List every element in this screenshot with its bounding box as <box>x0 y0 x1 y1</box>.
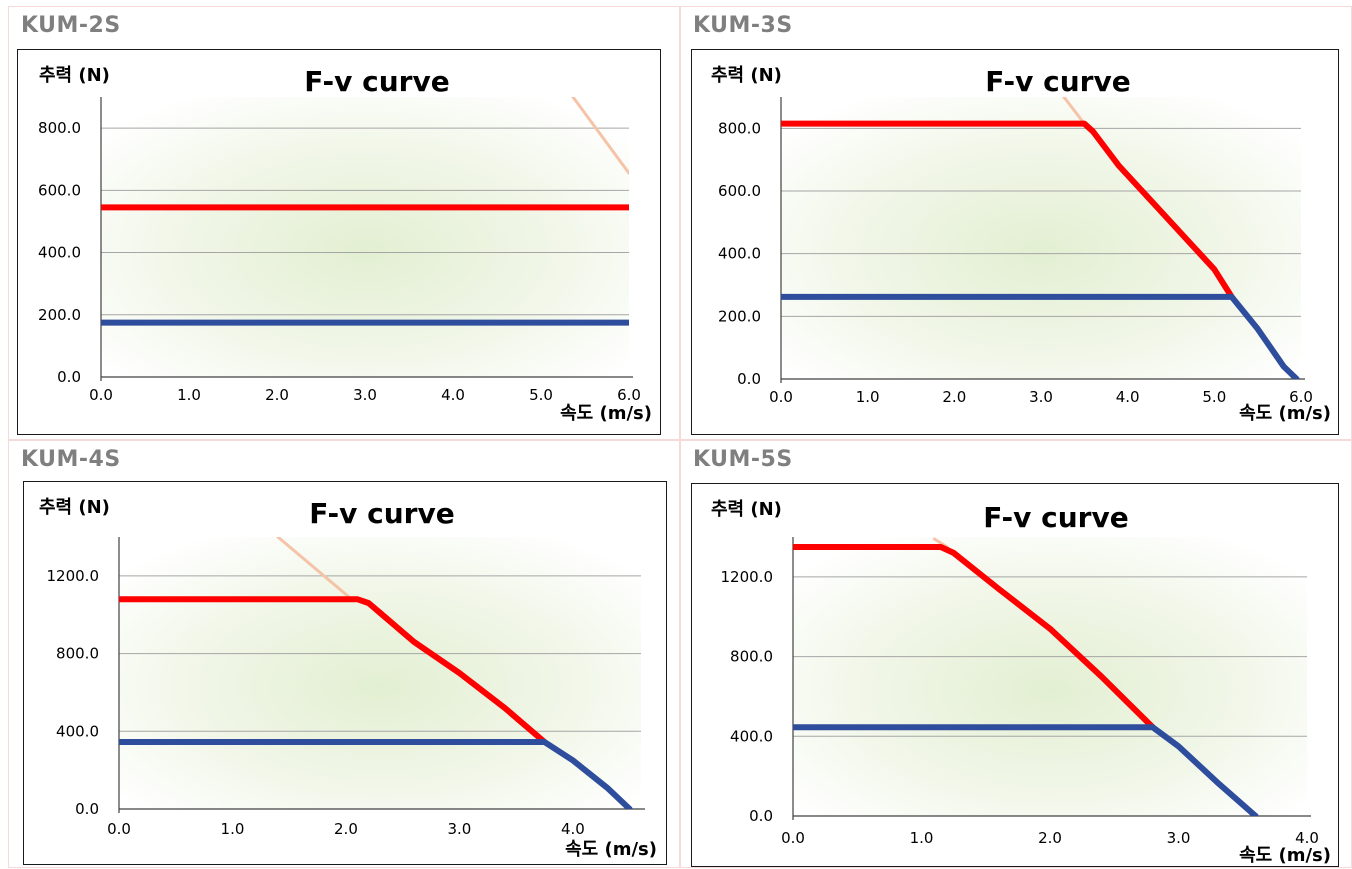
y-tick-label: 1200.0 <box>721 568 774 586</box>
x-tick-label: 4.0 <box>441 386 465 404</box>
x-tick-label: 3.0 <box>353 386 377 404</box>
y-tick-label: 400.0 <box>38 244 81 262</box>
fv-chart: 0.0 400.0 800.0 1200.0 0.0 1.0 2.0 3.0 4.0 F-v cu… <box>39 497 657 860</box>
x-tick-label: 3.0 <box>1029 388 1053 406</box>
series-line-2 <box>781 293 1300 379</box>
series-line-2 <box>793 724 1259 816</box>
x-tick-label: 0.0 <box>89 386 113 404</box>
y-tick-label: 800.0 <box>56 645 99 663</box>
plot-area <box>101 97 629 377</box>
y-tick-label: 0.0 <box>75 800 99 818</box>
x-tick-label: 0.0 <box>769 388 793 406</box>
x-tick-label: 2.0 <box>942 388 966 406</box>
chart-title: F-v curve <box>309 497 454 530</box>
y-tick-label: 400.0 <box>730 727 773 745</box>
plot-area <box>793 537 1307 816</box>
chart-title: F-v curve <box>983 501 1128 534</box>
series-line-2 <box>119 739 633 809</box>
x-axis-label: 속도 (m/s) <box>565 839 657 860</box>
chart-title: F-v curve <box>304 65 449 98</box>
chart-panel-kum-2s: KUM-2S 0.0 200.0 400.0 600.0 800.0 0.0 1.0 2.0 3… <box>8 6 680 440</box>
x-tick-label: 1.0 <box>910 829 934 847</box>
y-tick-label: 200.0 <box>718 307 761 325</box>
y-tick-label: 200.0 <box>38 306 81 324</box>
y-tick-label: 1200.0 <box>47 567 100 585</box>
y-tick-label: 0.0 <box>57 368 81 386</box>
x-tick-label: 1.0 <box>856 388 880 406</box>
y-tick-label: 800.0 <box>718 119 761 137</box>
model-label: KUM-3S <box>693 13 793 38</box>
y-axis-label: 추력 (N) <box>711 65 782 86</box>
y-tick-label: 400.0 <box>56 722 99 740</box>
x-tick-label: 3.0 <box>1167 829 1191 847</box>
y-tick-label: 400.0 <box>718 245 761 263</box>
x-axis-label: 속도 (m/s) <box>1239 845 1331 866</box>
model-label: KUM-4S <box>21 447 121 472</box>
x-tick-label: 4.0 <box>561 820 585 838</box>
x-axis-label: 속도 (m/s) <box>1239 403 1331 424</box>
x-axis-label: 속도 (m/s) <box>560 403 652 424</box>
y-tick-label: 800.0 <box>38 119 81 137</box>
chart-panel-kum-5s: KUM-5S 0.0 400.0 800.0 1200.0 0.0 1.0 2.0 3.0 4.… <box>680 440 1352 868</box>
model-label: KUM-2S <box>21 13 121 38</box>
y-tick-label: 600.0 <box>38 181 81 199</box>
series-line-1 <box>119 596 548 745</box>
x-tick-label: 4.0 <box>1116 388 1140 406</box>
x-tick-label: 1.0 <box>221 820 245 838</box>
series-group <box>101 97 629 326</box>
y-axis-label: 추력 (N) <box>39 497 110 518</box>
y-tick-label: 0.0 <box>737 370 761 388</box>
fv-chart: 0.0 200.0 400.0 600.0 800.0 0.0 1.0 2.0 3.0 4.0 5.… <box>38 65 652 424</box>
series-line-0 <box>571 97 629 175</box>
model-label: KUM-5S <box>693 447 793 472</box>
x-tick-label: 0.0 <box>107 820 131 838</box>
x-tick-label: 3.0 <box>448 820 472 838</box>
x-tick-label: 6.0 <box>617 386 641 404</box>
series-line-0 <box>1062 97 1086 126</box>
chart-title: F-v curve <box>985 65 1130 98</box>
plot-area <box>119 537 641 809</box>
y-tick-label: 0.0 <box>749 807 773 825</box>
plot-area <box>781 97 1301 379</box>
fv-chart: 0.0 200.0 400.0 600.0 800.0 0.0 1.0 2.0 3.0 4.0 5.… <box>711 65 1331 424</box>
y-tick-label: 800.0 <box>730 648 773 666</box>
series-group <box>781 97 1300 379</box>
y-axis-label: 추력 (N) <box>711 499 782 520</box>
chart-panel-kum-4s: KUM-4S 0.0 400.0 800.0 1200.0 0.0 1.0 2.0 3.0 4.… <box>8 440 680 868</box>
chart-panel-kum-3s: KUM-3S 0.0 200.0 400.0 600.0 800.0 0.0 1.0 2.0 3… <box>680 6 1352 440</box>
x-tick-label: 1.0 <box>177 386 201 404</box>
x-tick-label: 2.0 <box>1038 829 1062 847</box>
series-group <box>793 537 1259 816</box>
series-group <box>119 537 633 809</box>
series-line-1 <box>781 120 1235 300</box>
y-tick-label: 600.0 <box>718 182 761 200</box>
x-tick-label: 5.0 <box>1202 388 1226 406</box>
x-tick-label: 0.0 <box>781 829 805 847</box>
x-tick-label: 2.0 <box>265 386 289 404</box>
x-tick-label: 6.0 <box>1289 388 1313 406</box>
x-tick-label: 5.0 <box>529 386 553 404</box>
series-line-1 <box>793 544 1156 731</box>
x-tick-label: 4.0 <box>1295 829 1319 847</box>
x-tick-label: 2.0 <box>334 820 358 838</box>
fv-chart: 0.0 400.0 800.0 1200.0 0.0 1.0 2.0 3.0 4.0 F-v cu… <box>711 499 1331 866</box>
series-line-0 <box>276 537 354 601</box>
y-axis-label: 추력 (N) <box>39 65 110 86</box>
